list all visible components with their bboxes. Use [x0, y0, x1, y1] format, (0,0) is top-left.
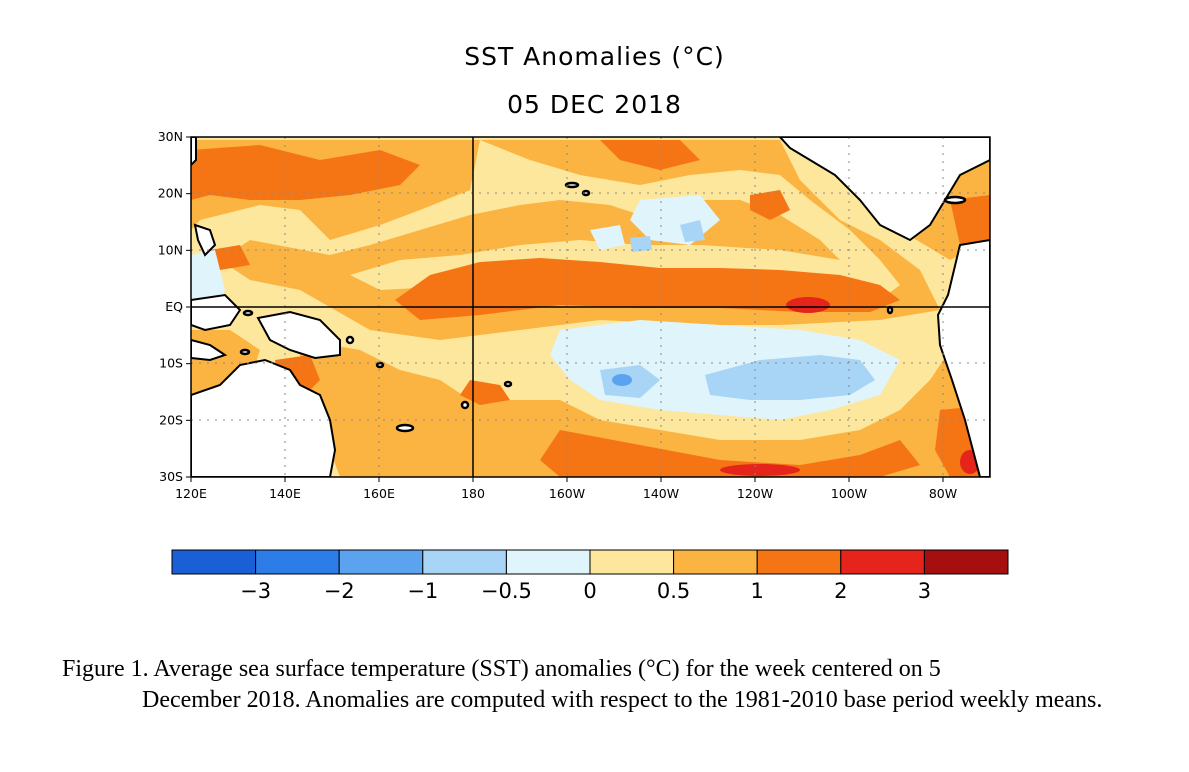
map-title: SST Anomalies (°C) — [464, 42, 725, 71]
lon-label: 80W — [929, 486, 957, 501]
longitude-axis: 120E 140E 160E 180 160W 140W 120W 100W 80W — [175, 477, 957, 501]
colorbar-label: −3 — [240, 579, 271, 603]
lon-label: 160W — [549, 486, 585, 501]
sst-anomaly-map: 30N 20N 10N EQ 10S 20S 30S 120E 140E 160E 180 160W… — [158, 129, 1009, 603]
colorbar-label: −0.5 — [481, 579, 532, 603]
lon-label: 140E — [269, 486, 301, 501]
equator-dateline — [191, 137, 990, 477]
colorbar-swatch — [338, 549, 424, 575]
hot-anomaly-regions — [720, 297, 980, 476]
colorbar-label: 2 — [834, 579, 847, 603]
colorbar-swatch — [422, 549, 507, 575]
lon-label: 120E — [175, 486, 207, 501]
lon-label: 100W — [831, 486, 867, 501]
colorbar-swatch — [923, 549, 1009, 575]
lat-label: 10S — [159, 356, 183, 371]
lat-label: 30S — [159, 469, 183, 484]
colorbar-label: −2 — [324, 579, 355, 603]
lat-label: 20N — [158, 186, 183, 201]
lat-label: 30N — [158, 129, 183, 144]
islands — [239, 181, 967, 433]
colorbar-label: −1 — [407, 579, 438, 603]
colorbar-swatch — [589, 549, 675, 575]
caption-first-line: Figure 1. Average sea surface temperatur… — [62, 656, 941, 682]
colorbar-label: 3 — [918, 579, 931, 603]
lon-label: 160E — [363, 486, 395, 501]
land-masses — [191, 137, 990, 477]
colorbar-swatch — [505, 549, 591, 575]
lat-label: EQ — [165, 299, 183, 314]
colorbar-swatch — [171, 549, 257, 575]
lat-label: 10N — [158, 242, 183, 257]
map-panel — [191, 137, 990, 477]
colorbar-swatch — [255, 549, 340, 575]
colorbar-label: 0.5 — [657, 579, 690, 603]
colorbar: −3 −2 −1 −0.5 0 0.5 1 2 3 — [171, 549, 1009, 603]
lon-label: 180 — [461, 486, 485, 501]
colorbar-swatch — [840, 549, 925, 575]
latitude-axis: 30N 20N 10N EQ 10S 20S 30S — [158, 129, 191, 484]
map-date: 05 DEC 2018 — [507, 90, 682, 119]
lon-label: 140W — [643, 486, 679, 501]
strong-cool-anomaly-regions — [612, 374, 632, 386]
lon-label: 120W — [737, 486, 773, 501]
colorbar-label: 0 — [583, 579, 596, 603]
figure-caption: Figure 1. Average sea surface temperatur… — [62, 654, 1152, 716]
caption-continuation: December 2018. Anomalies are computed wi… — [142, 687, 1103, 713]
colorbar-label: 1 — [751, 579, 764, 603]
colorbar-swatch — [756, 549, 842, 575]
lat-label: 20S — [159, 412, 183, 427]
colorbar-swatch — [673, 549, 758, 575]
